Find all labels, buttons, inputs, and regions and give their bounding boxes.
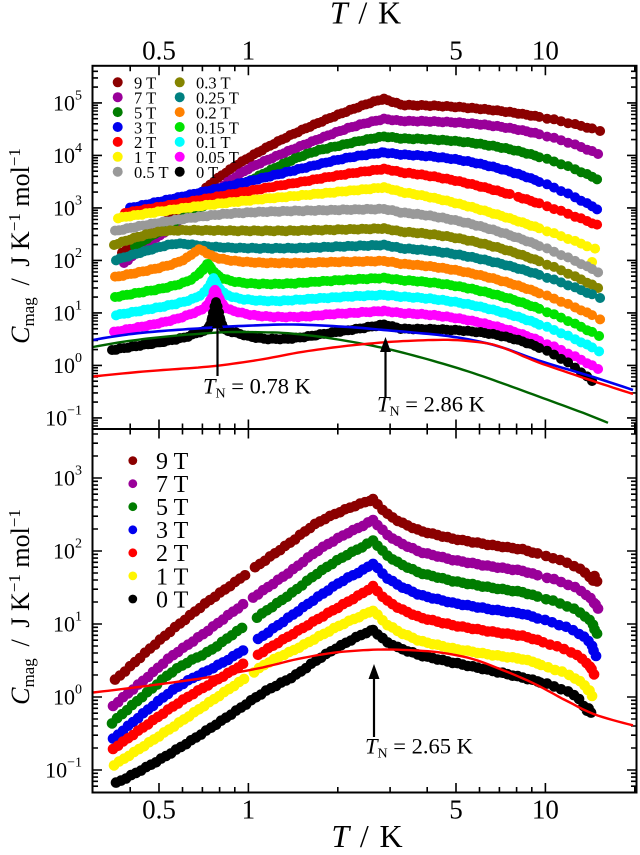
svg-text:0 T: 0 T: [156, 587, 189, 613]
svg-text:10: 10: [532, 795, 559, 825]
svg-text:1: 1: [242, 795, 256, 825]
svg-text:0.25 T: 0.25 T: [196, 89, 239, 108]
svg-text:TN = 0.78 K: TN = 0.78 K: [203, 374, 312, 402]
svg-text:0.5 T: 0.5 T: [134, 163, 169, 182]
svg-text:2 T: 2 T: [134, 133, 156, 152]
svg-text:1 T: 1 T: [134, 148, 156, 167]
svg-text:5 T: 5 T: [156, 495, 189, 521]
svg-text:0.1 T: 0.1 T: [196, 133, 231, 152]
svg-text:10: 10: [532, 36, 559, 66]
svg-text:TN = 2.65 K: TN = 2.65 K: [365, 734, 474, 762]
svg-text:0 T: 0 T: [196, 163, 218, 182]
svg-text:7 T: 7 T: [134, 89, 156, 108]
svg-text:3 T: 3 T: [134, 118, 156, 137]
svg-text:3 T: 3 T: [156, 518, 189, 544]
svg-text:7 T: 7 T: [156, 472, 189, 498]
svg-text:9 T: 9 T: [156, 449, 189, 475]
svg-text:5 T: 5 T: [134, 103, 156, 122]
svg-text:0.5: 0.5: [142, 795, 176, 825]
svg-text:0.05 T: 0.05 T: [196, 148, 239, 167]
svg-text:Cmag / J K−1 mol−1: Cmag / J K−1 mol−1: [5, 148, 38, 344]
svg-text:0.2 T: 0.2 T: [196, 103, 231, 122]
svg-text:T / K: T / K: [331, 818, 402, 850]
svg-text:5: 5: [449, 795, 463, 825]
svg-text:1: 1: [242, 36, 256, 66]
svg-text:T / K: T / K: [330, 0, 401, 31]
svg-text:1 T: 1 T: [156, 564, 189, 590]
svg-text:Cmag / J K−1 mol−1: Cmag / J K−1 mol−1: [5, 509, 38, 705]
svg-text:0.15 T: 0.15 T: [196, 118, 239, 137]
svg-text:9 T: 9 T: [134, 74, 156, 93]
svg-text:0.5: 0.5: [142, 36, 176, 66]
svg-text:0.3 T: 0.3 T: [196, 74, 231, 93]
svg-text:5: 5: [449, 36, 463, 66]
svg-text:2 T: 2 T: [156, 541, 189, 567]
svg-text:TN = 2.86 K: TN = 2.86 K: [377, 392, 486, 420]
